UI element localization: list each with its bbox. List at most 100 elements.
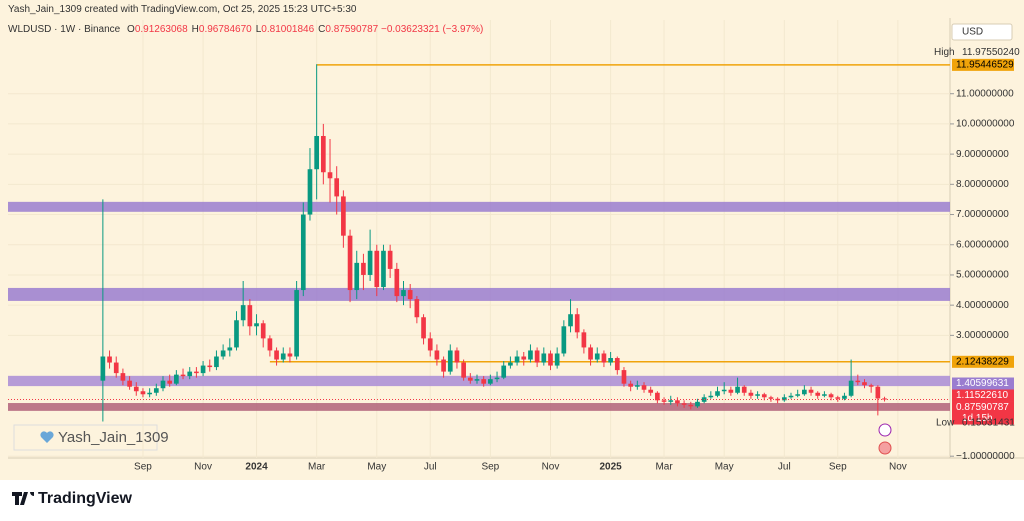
- candle-body: [608, 358, 613, 363]
- zone: [8, 375, 950, 387]
- candle-body: [655, 392, 660, 401]
- candle-body: [160, 380, 166, 389]
- candle-body: [688, 404, 694, 407]
- candle-body: [661, 400, 667, 402]
- candle-body: [868, 385, 874, 387]
- candle-body: [634, 385, 640, 387]
- candle-body: [728, 389, 734, 393]
- candle-body: [280, 353, 286, 360]
- candle-body: [628, 383, 633, 387]
- candle-body: [354, 262, 360, 291]
- price-label: 2.12438229: [956, 356, 1009, 367]
- zone: [8, 403, 950, 411]
- ohlc-value: 0.91263068: [134, 24, 188, 35]
- tradingview-logo: [12, 492, 34, 505]
- candle-body: [675, 400, 680, 404]
- price-label: 0.87590787: [956, 402, 1009, 413]
- candle-body: [100, 356, 106, 381]
- candle-body: [447, 350, 453, 372]
- x-tick-label: 2025: [599, 462, 622, 473]
- candle-body: [300, 214, 306, 291]
- ohlc-label: C: [318, 24, 326, 35]
- candle-body: [528, 350, 533, 360]
- event-icon[interactable]: [878, 441, 892, 455]
- countdown: 1d 15h: [962, 413, 993, 424]
- candle-body: [514, 356, 520, 363]
- candle-body: [621, 370, 627, 384]
- zone: [8, 287, 950, 301]
- ohlc-label: L: [255, 24, 262, 35]
- event-icon[interactable]: [878, 423, 892, 437]
- candle-body: [194, 371, 199, 374]
- candle-body: [240, 305, 246, 321]
- candle-body: [107, 356, 112, 363]
- y-tick-label: 3.00000000: [956, 330, 1009, 341]
- candle-body: [414, 299, 420, 318]
- currency: USD: [962, 27, 983, 38]
- candle-body: [374, 250, 380, 288]
- candle-body: [815, 392, 821, 396]
- y-tick-label: 9.00000000: [956, 149, 1009, 160]
- candle-body: [381, 250, 386, 288]
- currency-box[interactable]: [951, 23, 1013, 41]
- y-tick-label: 5.00000000: [956, 270, 1009, 281]
- price-label-box: [952, 355, 1014, 368]
- candle-body: [808, 389, 814, 393]
- heart-icon: [40, 431, 54, 443]
- candle-body: [614, 358, 620, 371]
- legend: WLDUSD · 1W · Binance O0.91263068 H0.9678…: [8, 24, 483, 35]
- candle-body: [227, 347, 233, 351]
- candle-body: [568, 314, 573, 327]
- x-tick-label: Nov: [194, 462, 212, 473]
- candle-body: [133, 386, 139, 392]
- ohlc-label: H: [191, 24, 199, 35]
- candle-body: [501, 365, 507, 378]
- candle-body: [207, 365, 213, 368]
- candle-body: [822, 394, 827, 396]
- candle-body: [761, 394, 767, 398]
- candle-body: [427, 338, 433, 351]
- plot: [8, 20, 950, 458]
- x-tick-label: Mar: [655, 462, 673, 473]
- candle-body: [748, 392, 754, 396]
- ohlc-label: O: [127, 24, 135, 35]
- candle-body: [254, 323, 259, 327]
- candle-body: [755, 394, 760, 396]
- candle-body: [648, 389, 654, 393]
- candle-body: [875, 386, 881, 399]
- candle-body: [127, 380, 132, 387]
- candle-body: [835, 397, 841, 399]
- x-tick-label: May: [367, 462, 386, 473]
- candle-body: [588, 347, 593, 360]
- candle-body: [421, 317, 426, 339]
- candle-body: [187, 371, 193, 377]
- candle-body: [467, 377, 473, 381]
- price-label-box: [952, 401, 1014, 425]
- candle-body: [641, 385, 647, 390]
- candle-body: [508, 362, 513, 366]
- candle-body: [220, 350, 226, 357]
- candle-body: [314, 135, 319, 170]
- ohlc: O0.91263068 H0.96784670 L0.81001846 C0.8759…: [123, 24, 378, 35]
- candle-body: [434, 350, 440, 360]
- x-tick-label: Sep: [481, 462, 499, 473]
- candle-body: [768, 397, 774, 399]
- candle-body: [174, 374, 179, 384]
- candle-body: [167, 380, 173, 384]
- ohlc-value: 0.81001846: [261, 24, 315, 35]
- candle-body: [153, 388, 159, 393]
- candle-body: [788, 395, 794, 398]
- price-label-box: [952, 377, 1014, 390]
- candle-body: [775, 398, 780, 401]
- x-tick-label: Sep: [134, 462, 152, 473]
- ohlc-value: 0.87590787: [325, 24, 379, 35]
- price-label: 11.95446529: [956, 60, 1014, 71]
- candle-body: [387, 250, 393, 269]
- ohlc-value: 0.96784670: [198, 24, 252, 35]
- caption: Yash_Jain_1309 created with TradingView.…: [8, 4, 357, 15]
- candle-body: [541, 353, 547, 363]
- price-label-box: [952, 389, 1014, 402]
- candle-body: [267, 338, 273, 351]
- brand: TradingView: [38, 490, 133, 507]
